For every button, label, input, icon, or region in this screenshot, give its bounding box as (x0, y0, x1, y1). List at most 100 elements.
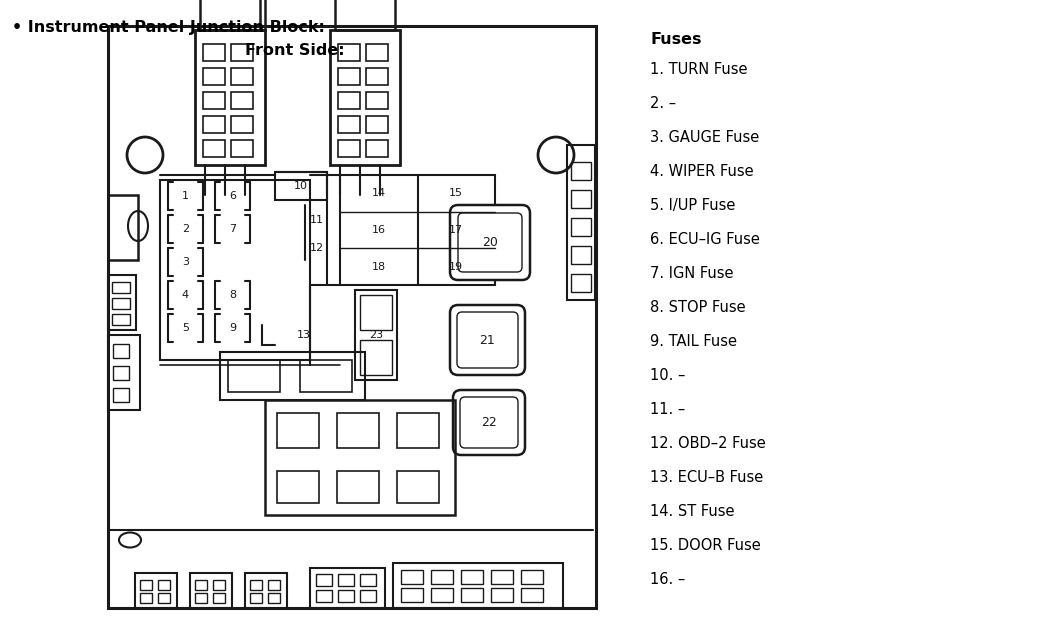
Text: 17: 17 (450, 225, 463, 235)
Bar (393, 563, 563, 608)
Bar (113, 366, 129, 380)
FancyBboxPatch shape (450, 205, 530, 280)
Bar (108, 26, 596, 608)
Text: 6: 6 (229, 191, 236, 201)
Bar (338, 590, 354, 602)
Bar (571, 218, 591, 236)
Text: 10. –: 10. – (649, 368, 686, 383)
Bar (366, 68, 388, 85)
Bar (360, 340, 392, 375)
Bar (521, 588, 543, 602)
Text: 2: 2 (182, 224, 189, 234)
Bar (300, 360, 352, 392)
Bar (231, 140, 253, 157)
Bar (335, 0, 395, 30)
Bar (401, 570, 423, 584)
Bar (337, 471, 379, 503)
FancyBboxPatch shape (460, 397, 518, 448)
Bar (231, 44, 253, 61)
Bar (431, 570, 453, 584)
Bar (310, 568, 385, 608)
Bar (338, 116, 360, 133)
Text: 12. OBD–2 Fuse: 12. OBD–2 Fuse (649, 436, 765, 451)
Text: 9: 9 (229, 323, 236, 333)
Text: 8. STOP Fuse: 8. STOP Fuse (649, 300, 745, 315)
FancyBboxPatch shape (457, 312, 518, 368)
Bar (491, 588, 513, 602)
Bar (203, 140, 225, 157)
Bar (140, 593, 152, 603)
Bar (571, 190, 591, 208)
FancyBboxPatch shape (453, 390, 525, 455)
Bar (461, 570, 483, 584)
Bar (203, 92, 225, 109)
Text: 14. ST Fuse: 14. ST Fuse (649, 504, 735, 519)
Bar (571, 246, 591, 264)
Text: Fuses: Fuses (649, 32, 702, 47)
Bar (244, 573, 287, 608)
Bar (195, 30, 265, 165)
Text: • Instrument Panel Junction Block:: • Instrument Panel Junction Block: (12, 20, 325, 35)
Text: 2. –: 2. – (649, 96, 676, 111)
Bar (461, 588, 483, 602)
FancyBboxPatch shape (458, 213, 522, 272)
Bar (401, 588, 423, 602)
Text: 15: 15 (450, 188, 463, 198)
Text: 5: 5 (182, 323, 189, 333)
Bar (316, 574, 332, 586)
Bar (231, 116, 253, 133)
Bar (220, 352, 365, 400)
Bar (108, 195, 138, 260)
Text: 3. GAUGE Fuse: 3. GAUGE Fuse (649, 130, 759, 145)
Bar (431, 588, 453, 602)
Text: 7: 7 (229, 224, 236, 234)
Text: 3: 3 (182, 257, 189, 267)
Bar (316, 590, 332, 602)
Bar (195, 580, 207, 590)
Bar (360, 574, 376, 586)
Text: 23: 23 (369, 330, 383, 340)
Bar (113, 388, 129, 402)
Text: 1. TURN Fuse: 1. TURN Fuse (649, 62, 747, 77)
Bar (135, 573, 178, 608)
Bar (338, 68, 360, 85)
Bar (213, 580, 225, 590)
Bar (366, 140, 388, 157)
Bar (366, 44, 388, 61)
Bar (366, 92, 388, 109)
Bar (112, 282, 130, 293)
Bar (338, 140, 360, 157)
Bar (366, 116, 388, 133)
Bar (275, 172, 327, 200)
Bar (360, 295, 392, 330)
Text: Front Side:: Front Side: (246, 43, 344, 58)
Bar (396, 413, 439, 448)
Bar (567, 145, 595, 300)
Bar (231, 92, 253, 109)
Bar (108, 335, 140, 410)
Bar (200, 0, 260, 30)
Text: 13. ECU–B Fuse: 13. ECU–B Fuse (649, 470, 763, 485)
Text: 9. TAIL Fuse: 9. TAIL Fuse (649, 334, 737, 349)
Bar (571, 162, 591, 180)
Bar (112, 298, 130, 309)
Text: 8: 8 (229, 290, 236, 300)
FancyBboxPatch shape (450, 305, 525, 375)
Bar (227, 360, 280, 392)
Text: 22: 22 (482, 416, 496, 429)
Text: 5. I/UP Fuse: 5. I/UP Fuse (649, 198, 736, 213)
Bar (277, 471, 319, 503)
Text: 21: 21 (479, 333, 495, 347)
Text: 4: 4 (182, 290, 189, 300)
Bar (330, 30, 400, 165)
Bar (355, 290, 396, 380)
Bar (213, 593, 225, 603)
Text: 11. –: 11. – (649, 402, 686, 417)
Bar (340, 175, 495, 285)
Bar (521, 570, 543, 584)
Bar (161, 180, 310, 360)
Bar (158, 580, 170, 590)
Text: 1: 1 (182, 191, 189, 201)
Bar (203, 116, 225, 133)
Bar (337, 413, 379, 448)
